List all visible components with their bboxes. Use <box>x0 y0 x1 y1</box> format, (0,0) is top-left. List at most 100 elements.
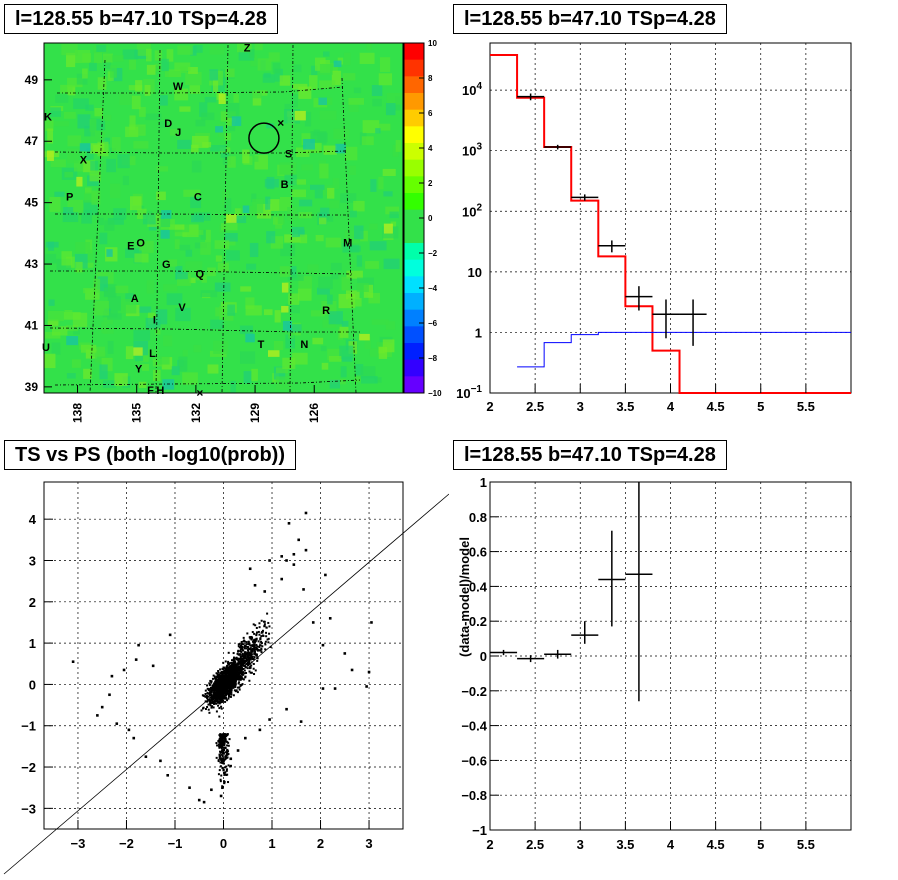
map-pixel <box>326 215 334 222</box>
map-pixel <box>75 261 83 273</box>
source-label: F <box>147 385 154 397</box>
colorbar-cell <box>404 209 424 227</box>
scatter-point <box>256 659 259 662</box>
scatter-point <box>297 538 300 542</box>
scatter-point <box>201 694 204 697</box>
map-pixel <box>268 350 280 357</box>
scatter-point <box>222 674 225 677</box>
scatter-point <box>241 661 244 664</box>
map-pixel <box>281 282 289 293</box>
map-pixel <box>89 118 97 132</box>
scatter-point <box>224 771 227 774</box>
scatter-point <box>266 638 269 641</box>
scatter-point <box>243 664 246 667</box>
scatter-point <box>230 671 233 674</box>
map-pixel <box>266 231 276 244</box>
scatter-point <box>115 722 119 725</box>
map-pixel <box>103 287 116 298</box>
scatter-point <box>217 671 220 674</box>
map-pixel <box>356 283 369 293</box>
scatter-point <box>224 697 227 700</box>
scatter-point <box>240 673 243 676</box>
map-pixel <box>111 55 124 62</box>
scatter-point <box>370 621 373 624</box>
map-pixel <box>161 58 169 72</box>
scatter-point <box>233 670 236 673</box>
scatter-point <box>110 674 114 678</box>
scatter-point <box>226 678 229 681</box>
map-pixel <box>262 74 275 83</box>
scatter-point <box>260 647 263 650</box>
x-tick-label: 2 <box>486 399 493 414</box>
map-pixel <box>85 289 100 300</box>
map-pixel <box>298 86 312 99</box>
map-pixel <box>91 190 101 205</box>
scatter-point <box>212 685 215 688</box>
map-pixel <box>325 237 342 248</box>
scatter-point <box>242 673 245 676</box>
scatter-point <box>226 699 229 702</box>
scatter-point <box>224 676 227 679</box>
map-pixel <box>279 75 291 86</box>
scatter-point <box>200 709 203 712</box>
colorbar-cell <box>404 76 424 94</box>
scatter-point <box>238 669 241 672</box>
scatter-point <box>219 668 222 671</box>
scatter-point <box>227 741 230 744</box>
scatter-point <box>299 720 303 723</box>
scatter-point <box>232 672 235 675</box>
scatter-point <box>260 619 263 622</box>
scatter-point <box>321 687 325 690</box>
colorbar-cell <box>404 126 424 144</box>
scatter-point <box>249 647 252 650</box>
map-pixel <box>134 353 144 362</box>
map-pixel <box>282 357 296 369</box>
map-pixel <box>76 73 88 85</box>
scatter-point <box>221 746 224 749</box>
scatter-point <box>220 742 223 745</box>
map-pixel <box>323 51 330 57</box>
map-pixel <box>94 351 106 363</box>
scatter-point <box>239 670 242 673</box>
scatter-point <box>224 751 227 754</box>
scatter-point <box>197 798 201 802</box>
scatter-point <box>260 635 263 638</box>
scatter-point <box>210 690 213 693</box>
map-pixel <box>395 140 402 152</box>
map-pixel <box>359 333 370 341</box>
scatter-point <box>224 746 227 749</box>
scatter-point <box>245 660 248 663</box>
scatter-point <box>212 686 215 689</box>
scatter-point <box>206 684 209 687</box>
map-pixel <box>385 206 400 215</box>
scatter-point <box>220 707 223 710</box>
map-pixel <box>332 178 340 190</box>
source-label: Y <box>135 363 143 375</box>
map-pixel <box>290 94 298 108</box>
scatter-point <box>229 690 232 693</box>
scatter-point <box>222 672 225 675</box>
scatter-point <box>225 735 228 738</box>
spectrum-panel: 2 2.5 3 3.5 4 4.5 5 5.5 104 103 102 10 1 10−1 l=128.5… <box>449 0 898 437</box>
scatter-point <box>233 662 236 665</box>
scatter-point <box>247 648 250 651</box>
map-pixel <box>252 198 264 214</box>
scatter-point <box>285 707 288 711</box>
map-pixel <box>134 253 149 263</box>
map-pixel <box>193 44 203 53</box>
scatter-point <box>232 671 235 674</box>
scatter-point <box>230 661 233 664</box>
map-pixel <box>66 336 79 346</box>
map-pixel <box>104 220 115 231</box>
scatter-point <box>247 640 250 643</box>
map-pixel <box>360 230 368 242</box>
scatter-point <box>229 669 232 672</box>
map-pixel <box>110 65 117 78</box>
map-pixel <box>215 126 224 133</box>
map-pixel <box>163 284 178 292</box>
map-pixel <box>200 242 211 255</box>
scatter-point <box>232 658 235 661</box>
map-pixel <box>385 102 396 116</box>
scatter-point <box>218 745 221 748</box>
map-pixel <box>90 130 105 142</box>
